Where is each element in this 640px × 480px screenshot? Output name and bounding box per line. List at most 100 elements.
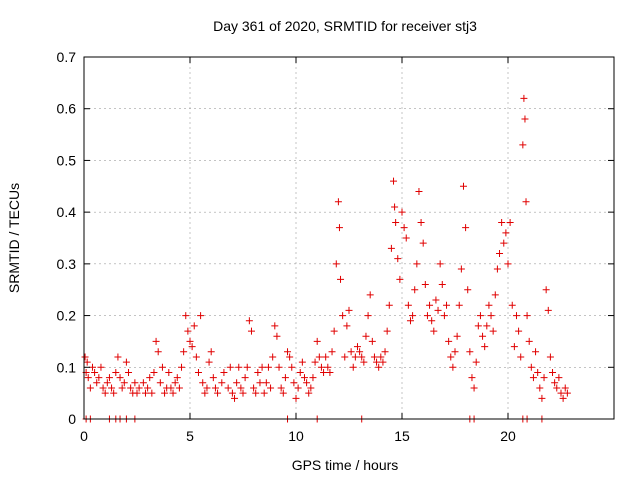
axis-ticks: 0 0.1 0.2 0.3 0.4 0.5 0.6 0.7 0 5 10 15 20 xyxy=(57,49,614,444)
x-tick-label: 20 xyxy=(500,428,516,444)
data-point xyxy=(527,363,535,371)
data-point xyxy=(233,379,241,387)
data-point xyxy=(178,363,186,371)
data-point xyxy=(99,384,107,392)
data-point xyxy=(167,384,175,392)
data-point xyxy=(303,379,311,387)
data-point xyxy=(144,384,152,392)
data-point xyxy=(97,363,105,371)
data-point xyxy=(211,384,219,392)
data-points xyxy=(81,94,571,423)
data-point xyxy=(152,337,160,345)
data-point xyxy=(133,389,141,397)
data-point xyxy=(390,177,398,185)
data-point xyxy=(141,389,149,397)
data-point xyxy=(491,291,499,299)
data-point xyxy=(112,368,120,376)
data-point xyxy=(430,327,438,335)
data-point xyxy=(500,239,508,247)
data-point xyxy=(563,389,571,397)
data-point xyxy=(110,389,118,397)
data-point xyxy=(347,348,355,356)
data-point xyxy=(391,203,399,211)
data-point xyxy=(519,141,527,149)
data-point xyxy=(536,384,544,392)
data-point xyxy=(292,394,300,402)
data-point xyxy=(288,363,296,371)
data-point xyxy=(557,389,565,397)
data-point xyxy=(122,358,130,366)
data-point xyxy=(515,327,523,335)
data-point xyxy=(377,353,385,361)
data-point xyxy=(521,115,529,123)
data-point xyxy=(127,384,135,392)
data-point xyxy=(158,363,166,371)
y-tick-label: 0.6 xyxy=(57,101,77,117)
data-point xyxy=(502,229,510,237)
data-point xyxy=(207,348,215,356)
y-tick-label: 0.7 xyxy=(57,49,77,65)
data-point xyxy=(324,363,332,371)
data-point xyxy=(508,301,516,309)
chart-title: Day 361 of 2020, SRMTID for receiver stj… xyxy=(213,18,477,34)
data-point xyxy=(296,368,304,376)
data-point xyxy=(339,312,347,320)
data-point xyxy=(184,327,192,335)
data-point xyxy=(440,312,448,320)
data-point xyxy=(542,286,550,294)
data-point xyxy=(86,384,94,392)
data-point xyxy=(522,198,530,206)
data-point xyxy=(209,374,217,382)
data-point xyxy=(258,363,266,371)
data-point xyxy=(512,312,520,320)
data-point xyxy=(277,384,285,392)
data-point xyxy=(368,337,376,345)
data-point xyxy=(139,379,147,387)
data-point xyxy=(298,358,306,366)
data-point xyxy=(271,322,279,330)
data-point xyxy=(370,353,378,361)
data-point xyxy=(561,384,569,392)
data-point xyxy=(538,394,546,402)
data-point xyxy=(544,306,552,314)
data-point xyxy=(468,374,476,382)
data-point xyxy=(335,224,343,232)
data-point xyxy=(116,374,124,382)
data-point xyxy=(555,374,563,382)
data-point xyxy=(269,353,277,361)
data-point xyxy=(406,317,414,325)
data-point xyxy=(332,260,340,268)
data-point xyxy=(525,337,533,345)
data-point xyxy=(103,379,111,387)
data-point xyxy=(498,218,506,226)
x-tick-label: 0 xyxy=(80,428,88,444)
x-tick-label: 5 xyxy=(186,428,194,444)
data-point xyxy=(95,374,103,382)
data-point xyxy=(345,306,353,314)
y-tick-label: 0.3 xyxy=(57,256,77,272)
data-point xyxy=(260,389,268,397)
data-point xyxy=(205,358,213,366)
data-point xyxy=(294,384,302,392)
data-point xyxy=(105,374,113,382)
x-axis-label: GPS time / hours xyxy=(292,457,399,473)
data-point xyxy=(351,353,359,361)
data-point xyxy=(485,301,493,309)
y-tick-label: 0 xyxy=(68,411,76,427)
data-point xyxy=(247,327,255,335)
data-point xyxy=(218,379,226,387)
data-point xyxy=(91,368,99,376)
data-point xyxy=(479,332,487,340)
data-point xyxy=(262,379,270,387)
data-point xyxy=(148,389,156,397)
data-point xyxy=(171,379,179,387)
data-point xyxy=(81,353,89,361)
data-point xyxy=(307,384,315,392)
data-point xyxy=(186,337,194,345)
data-point xyxy=(118,384,126,392)
data-point xyxy=(334,198,342,206)
data-point xyxy=(108,384,116,392)
data-point xyxy=(523,312,531,320)
data-point xyxy=(472,358,480,366)
data-point xyxy=(455,301,463,309)
